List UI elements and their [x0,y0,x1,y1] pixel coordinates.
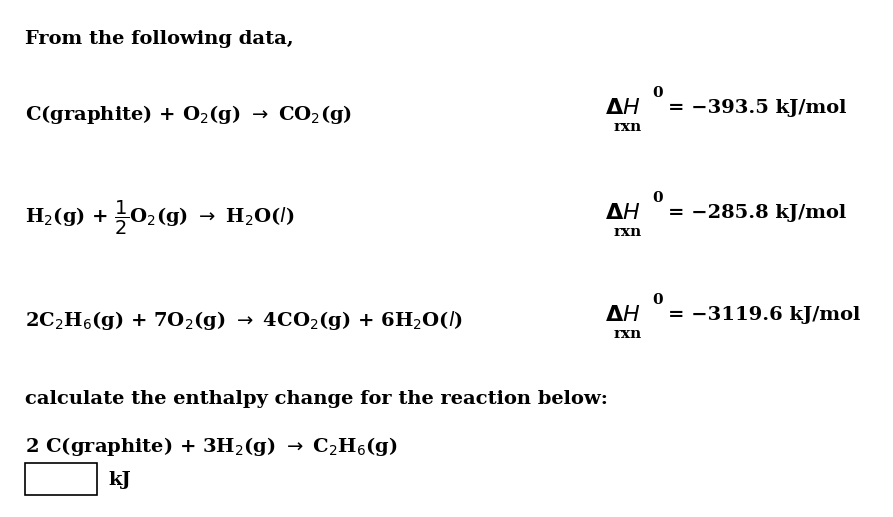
Text: = −393.5 kJ/mol: = −393.5 kJ/mol [668,99,847,117]
Text: 2C$_2$H$_6$(g) + 7O$_2$(g) $\rightarrow$ 4CO$_2$(g) + 6H$_2$O($\it{l}$): 2C$_2$H$_6$(g) + 7O$_2$(g) $\rightarrow$… [25,309,463,331]
Text: rxn: rxn [614,120,642,134]
Text: $\mathbf{\Delta}$$\mathit{H}$: $\mathbf{\Delta}$$\mathit{H}$ [605,202,640,224]
Text: C(graphite) + O$_2$(g) $\rightarrow$ CO$_2$(g): C(graphite) + O$_2$(g) $\rightarrow$ CO$… [25,103,352,127]
Text: From the following data,: From the following data, [25,30,294,48]
Text: 0: 0 [652,191,663,205]
Text: 0: 0 [652,293,663,307]
Text: 2 C(graphite) + 3H$_2$(g) $\rightarrow$ C$_2$H$_6$(g): 2 C(graphite) + 3H$_2$(g) $\rightarrow$ … [25,435,398,458]
Text: rxn: rxn [614,225,642,239]
Text: rxn: rxn [614,327,642,341]
Text: = −3119.6 kJ/mol: = −3119.6 kJ/mol [668,306,860,324]
Text: kJ: kJ [108,471,130,489]
Text: $\mathbf{\Delta}$$\mathit{H}$: $\mathbf{\Delta}$$\mathit{H}$ [605,304,640,326]
Text: = −285.8 kJ/mol: = −285.8 kJ/mol [668,204,847,222]
Text: H$_2$(g) + $\dfrac{1}{2}$O$_2$(g) $\rightarrow$ H$_2$O($\it{l}$): H$_2$(g) + $\dfrac{1}{2}$O$_2$(g) $\righ… [25,199,295,237]
Text: 0: 0 [652,86,663,100]
Bar [25,463,97,495]
Text: calculate the enthalpy change for the reaction below:: calculate the enthalpy change for the re… [25,390,608,408]
Text: $\mathbf{\Delta}$$\mathit{H}$: $\mathbf{\Delta}$$\mathit{H}$ [605,97,640,119]
